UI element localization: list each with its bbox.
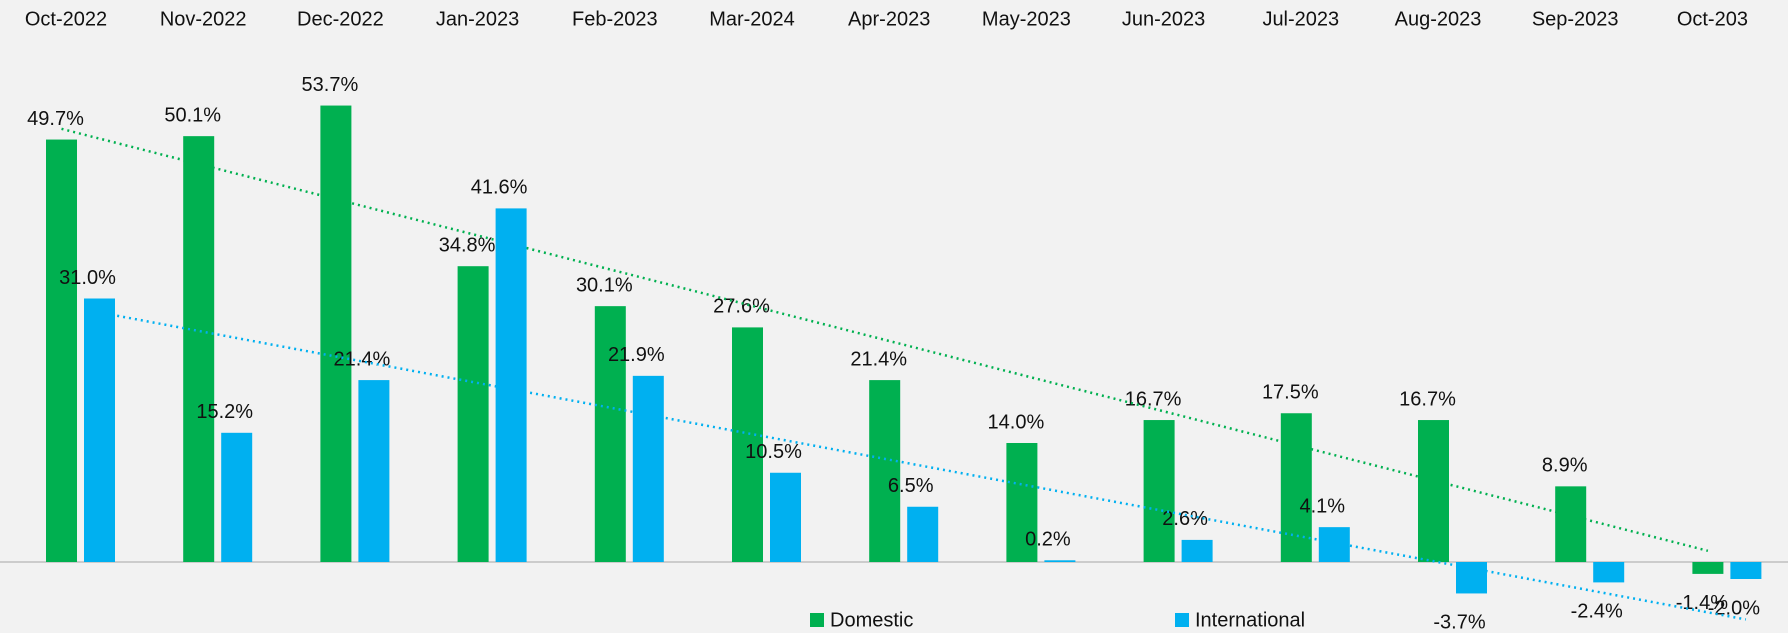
bar <box>1730 562 1762 579</box>
category-label: Mar-2024 <box>709 8 795 30</box>
value-label: 50.1% <box>164 104 221 126</box>
value-label: -2.0% <box>1708 597 1760 619</box>
bar <box>221 432 253 562</box>
legend-swatch <box>810 613 824 627</box>
value-label: 4.1% <box>1300 495 1346 517</box>
bar <box>1143 420 1175 562</box>
value-label: -3.7% <box>1433 612 1485 633</box>
value-label: -2.4% <box>1571 601 1623 623</box>
value-label: 31.0% <box>59 267 116 289</box>
bar <box>1181 539 1213 562</box>
category-label: Jun-2023 <box>1122 8 1205 30</box>
category-label: Nov-2022 <box>160 8 247 30</box>
bar <box>1555 486 1587 562</box>
category-label: Apr-2023 <box>848 8 930 30</box>
bar <box>770 472 801 562</box>
value-label: 15.2% <box>196 401 253 423</box>
category-label: Sep-2023 <box>1532 8 1619 30</box>
value-label: 16.7% <box>1399 388 1456 410</box>
value-label: 17.5% <box>1262 382 1319 404</box>
legend-label: International <box>1195 609 1305 631</box>
bar <box>495 208 527 562</box>
trend-line <box>61 127 1709 553</box>
value-label: 21.9% <box>608 344 665 366</box>
category-label: Oct-2022 <box>25 8 107 30</box>
value-label: 21.4% <box>334 348 391 370</box>
value-label: 34.8% <box>439 234 496 256</box>
value-label: 0.2% <box>1025 529 1071 551</box>
bar <box>869 380 901 562</box>
value-label: 8.9% <box>1542 455 1588 477</box>
bar <box>358 380 390 562</box>
value-label: 2.6% <box>1162 508 1208 530</box>
bar <box>1044 560 1076 562</box>
value-label: 30.1% <box>576 274 633 296</box>
legend-swatch <box>1175 613 1189 627</box>
bar <box>732 327 763 562</box>
value-label: -1.4% <box>1676 592 1728 614</box>
value-label: 53.7% <box>302 74 359 96</box>
bar <box>1692 562 1724 574</box>
category-label: Feb-2023 <box>572 8 658 30</box>
bar <box>1006 443 1038 562</box>
bar <box>84 298 115 562</box>
category-label: Dec-2022 <box>297 8 384 30</box>
bar <box>632 375 664 562</box>
value-label: 16.7% <box>1125 388 1182 410</box>
value-label: 49.7% <box>27 108 84 130</box>
value-label: 41.6% <box>471 177 528 199</box>
bar <box>457 266 489 562</box>
bar <box>907 506 939 562</box>
bar <box>1593 562 1625 583</box>
bar <box>320 105 352 563</box>
value-label: 6.5% <box>888 475 934 497</box>
value-label: 27.6% <box>713 296 770 318</box>
category-label: Jul-2023 <box>1262 8 1339 30</box>
bar <box>183 136 215 562</box>
bar <box>1280 413 1312 562</box>
category-label: Oct-203 <box>1677 8 1748 30</box>
bar <box>46 139 77 563</box>
legend-label: Domestic <box>830 609 913 631</box>
category-label: Aug-2023 <box>1395 8 1482 30</box>
value-label: 10.5% <box>745 441 802 463</box>
value-label: 14.0% <box>988 411 1045 433</box>
value-label: 21.4% <box>850 348 907 370</box>
category-label: May-2023 <box>982 8 1071 30</box>
bar <box>1418 420 1449 562</box>
category-label: Jan-2023 <box>436 8 519 30</box>
bar <box>594 306 626 562</box>
bar <box>1456 562 1487 594</box>
